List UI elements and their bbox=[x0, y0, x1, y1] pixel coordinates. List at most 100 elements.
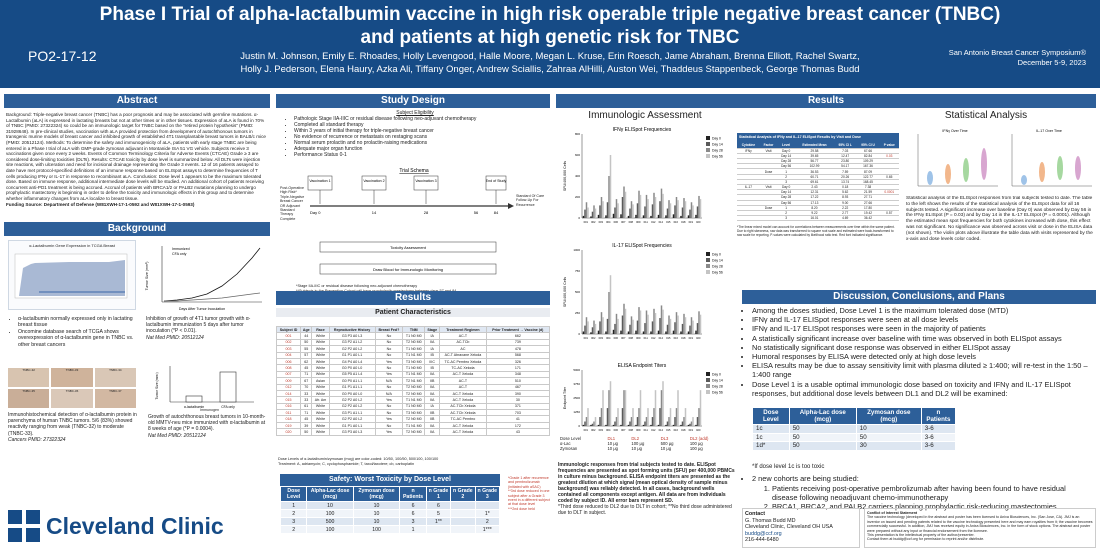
toxicity-table: Dose Level Alpha-Lac dose (mcg) Zymosan … bbox=[279, 486, 501, 534]
tox-note1: *Grade 1 after recurrence and pembrolizu… bbox=[508, 476, 549, 489]
table-cell bbox=[737, 179, 760, 186]
bar bbox=[647, 408, 649, 426]
violin-title: IL-17 Over Time bbox=[1036, 129, 1062, 133]
contact-email[interactable]: buddg@ccf.org bbox=[745, 530, 782, 537]
bar bbox=[662, 381, 664, 426]
schema-toxicity: Toxicity Assessment bbox=[390, 245, 427, 250]
bar bbox=[699, 390, 702, 426]
abstract-body: Background: Triple-negative breast cance… bbox=[6, 112, 268, 218]
caption-autochthonous: Growth of autochthonous breast tumors in… bbox=[148, 414, 268, 452]
table-cell bbox=[759, 210, 778, 217]
bar bbox=[591, 327, 594, 334]
table-cell: T2 N0 M0 bbox=[402, 389, 426, 398]
table-cell: Day 0 bbox=[777, 184, 796, 191]
pc-header: Race bbox=[311, 325, 330, 334]
table-cell: IFNγ bbox=[737, 148, 760, 154]
x-tick-label: 006 bbox=[614, 220, 619, 224]
dose-key-table: Dose Level DL1 DL2 DL3 DL2 (add) α-Lac 1… bbox=[560, 436, 732, 451]
bar bbox=[659, 318, 661, 334]
x-tick-label: 014 bbox=[659, 428, 664, 432]
x-tick-label: 003 bbox=[599, 220, 604, 224]
table-cell bbox=[737, 153, 760, 160]
coi-text3: Contact them at buddg@ccf.org for permis… bbox=[867, 537, 985, 542]
discussion-bullet: Dose Level 1 is a usable optimal immunol… bbox=[752, 380, 1094, 398]
table-cell: 27.66 bbox=[856, 200, 880, 206]
x-tick-label: 008 bbox=[629, 336, 634, 340]
table-cell: 1 bbox=[777, 205, 796, 211]
bar bbox=[593, 320, 595, 334]
table-cell bbox=[474, 501, 501, 510]
table-cell: 510 bbox=[485, 377, 551, 385]
patient-characteristics-table: Subject ID Age Race Reproductive History… bbox=[275, 325, 551, 436]
table-row: 007 71 White G5 P5 A1 L4 Yes T1 N1 M0 IIA AC-T … bbox=[275, 370, 551, 379]
bar bbox=[582, 424, 585, 426]
table-cell bbox=[879, 184, 899, 191]
tox-header: n Grade 1 bbox=[425, 486, 452, 502]
schema-vacc2: Vaccination 2 bbox=[363, 179, 384, 183]
bar bbox=[599, 417, 601, 426]
stat-header: Estimated Mean bbox=[795, 143, 834, 149]
table-cell bbox=[737, 200, 760, 206]
bar bbox=[585, 202, 588, 218]
cfa-only-line bbox=[163, 247, 261, 302]
bar bbox=[675, 408, 678, 426]
immunized-line bbox=[164, 292, 261, 302]
table-cell: White bbox=[311, 338, 330, 347]
violin-shape bbox=[927, 171, 933, 185]
authors-line2: Holly J. Pederson, Elena Haury, Azka Ali… bbox=[240, 64, 860, 75]
tox-header: Alpha-Lac dose (mcg) bbox=[306, 486, 354, 502]
dose-key-cell: DL2 (add) bbox=[689, 436, 709, 441]
table-row: 2 100 100 1 1*** bbox=[279, 525, 501, 534]
tox-body: 1 10 10 6 6 2 100 10 6 5 1* 3 500 10 3 1** 2 2 100 100 1 1*** bbox=[279, 501, 501, 534]
table-cell bbox=[759, 163, 778, 170]
immunologic-caption-text: Immunologic responses from trial subject… bbox=[558, 462, 735, 504]
bar bbox=[609, 155, 612, 218]
table-cell: Visit bbox=[759, 184, 778, 191]
table-cell: 8.20 bbox=[795, 205, 834, 211]
cohort-list: Patients receiving post-operative pembro… bbox=[772, 484, 1092, 511]
bar bbox=[609, 381, 612, 426]
table-row: 002 50 White G3 P2 A1 L2 No T2 N0 M0 IIA AC-TCb… bbox=[275, 338, 551, 347]
eligibility-item: Completed all standard therapy bbox=[294, 122, 546, 128]
bar bbox=[675, 197, 678, 218]
legend-label: Day 28 bbox=[712, 149, 723, 153]
bar bbox=[621, 408, 624, 426]
pc-header: Age bbox=[300, 325, 313, 334]
bar bbox=[620, 330, 622, 334]
table-cell: AC-TCb bbox=[439, 338, 487, 347]
table-cell bbox=[759, 200, 778, 206]
table-row: Dose 1 8.20 2.22 17.80 bbox=[737, 205, 899, 211]
bar bbox=[695, 330, 697, 334]
legend-label: Day 56 bbox=[712, 271, 723, 275]
bar bbox=[666, 208, 669, 218]
bar bbox=[593, 205, 595, 218]
schema-day56: 56 bbox=[474, 210, 479, 215]
tumor-chart-legend1: Immunized bbox=[172, 247, 190, 251]
bar bbox=[650, 331, 652, 334]
bar bbox=[672, 330, 675, 334]
legend-swatch bbox=[706, 136, 710, 140]
table-cell: 50 bbox=[855, 432, 922, 442]
table-cell: AC-T Abraxane Xeloda bbox=[439, 351, 487, 359]
abstract-funding: Funding Source: Department of Defense (W… bbox=[6, 201, 195, 207]
legend-swatch bbox=[706, 252, 710, 256]
tumor-chart-legend2: CFA only bbox=[172, 252, 187, 256]
statistical-caption: Statistical analysis of the ELISpot resp… bbox=[906, 196, 1093, 242]
bar bbox=[624, 390, 627, 426]
abstract-header: Abstract bbox=[4, 94, 270, 108]
x-tick-label: 019 bbox=[689, 220, 694, 224]
table-cell: 50 bbox=[300, 428, 313, 436]
violin-plot-ifng: IFNγ Over Time bbox=[917, 129, 998, 187]
poster-title-line1: Phase I Trial of alpha-lactalbumin vacci… bbox=[99, 4, 1001, 25]
table-cell: Day 56 bbox=[777, 163, 796, 170]
bar bbox=[623, 390, 625, 426]
bar bbox=[614, 323, 616, 334]
tox-header: n Grade 3 bbox=[474, 486, 501, 502]
table-cell: 67.66 bbox=[856, 148, 880, 154]
eligibility-item: Adequate major organ function bbox=[294, 146, 546, 152]
bar bbox=[629, 421, 631, 426]
table-cell: 3 bbox=[777, 179, 796, 186]
bar bbox=[677, 200, 679, 218]
table-cell: AC-TCb Xeloda bbox=[439, 409, 487, 417]
table-cell: Day 56 bbox=[777, 200, 796, 206]
